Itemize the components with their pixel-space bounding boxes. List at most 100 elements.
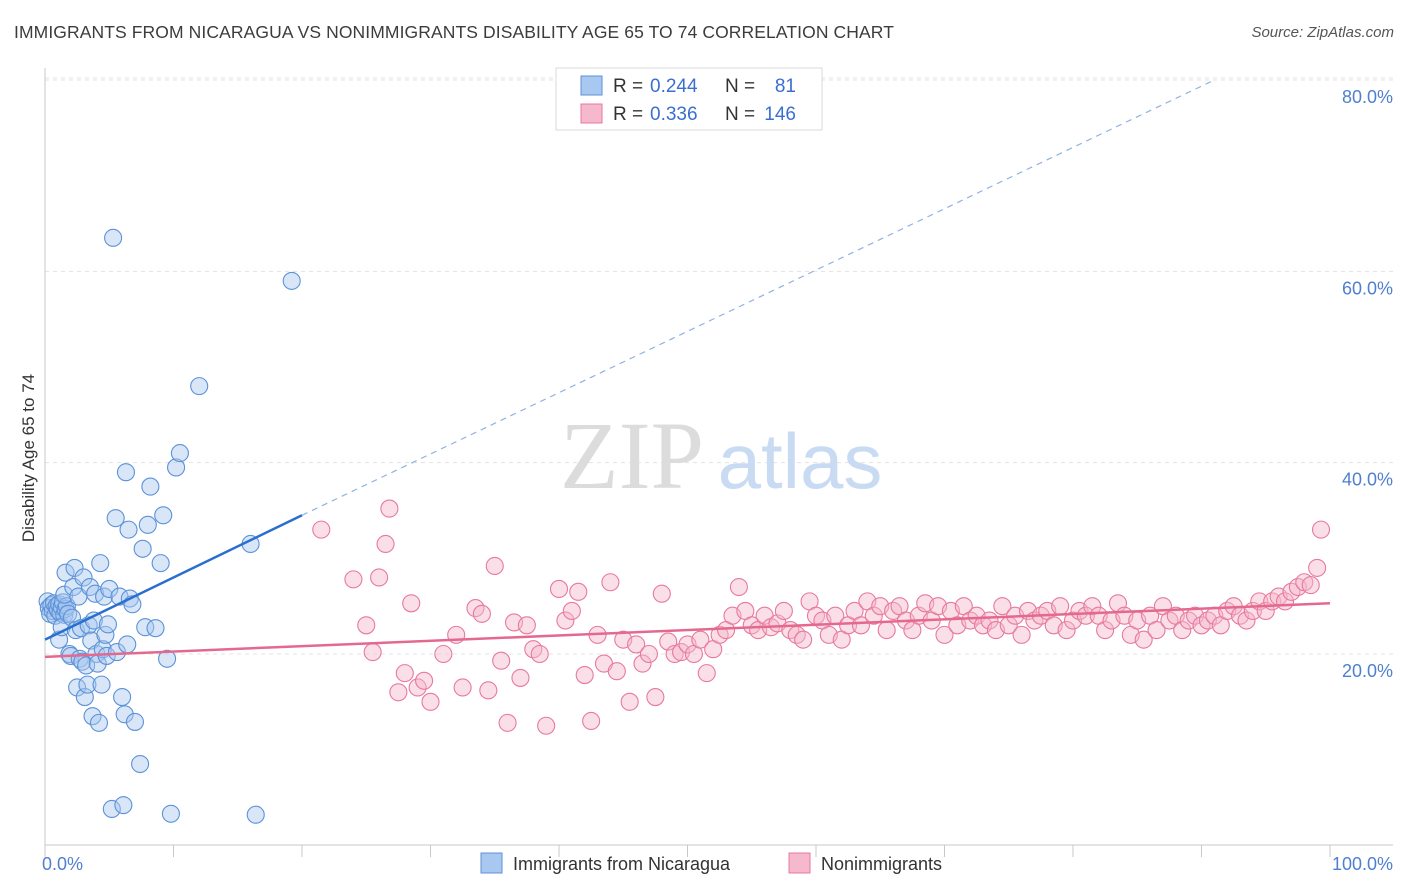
gridlines <box>45 77 1393 655</box>
nonimmigrant-point <box>1311 520 1331 539</box>
nonimmigrant-point <box>582 711 601 731</box>
nicaragua-point <box>125 712 144 731</box>
nicaragua-point <box>98 615 118 634</box>
nonimmigrant-point <box>402 594 421 613</box>
nicaragua-point <box>141 477 160 496</box>
nonimmigrant-point <box>479 681 498 700</box>
nicaragua-point <box>246 805 265 824</box>
watermark-zip: ZIP <box>560 402 704 509</box>
tick-labels: 20.0% 40.0% 60.0% 80.0% 0.0% 100.0% <box>42 87 1393 874</box>
nicaragua-point <box>118 635 137 654</box>
nonimmigrant-point <box>511 668 530 687</box>
nonimmigrant-point <box>1237 611 1256 630</box>
nonimmigrant-point <box>601 573 620 592</box>
nicaragua-point <box>89 713 109 732</box>
nonimmigrant-point <box>344 570 363 589</box>
nonimmigrant-point <box>627 635 646 654</box>
watermark: ZIP atlas <box>560 402 882 509</box>
nonimmigrant-point <box>498 713 517 732</box>
nonimmigrant-point <box>421 692 440 711</box>
nicaragua-point <box>91 554 110 573</box>
nonimmigrant-point <box>864 606 883 625</box>
nonimmigrant-point <box>1083 597 1102 616</box>
nonimmigrant-point <box>492 651 511 670</box>
nicaragua-point <box>113 687 132 707</box>
nonimmigrant-point <box>935 625 954 644</box>
nonimmigrants-points <box>312 499 1331 735</box>
nicaragua-point <box>154 506 173 525</box>
nicaragua-point <box>56 563 75 582</box>
nicaragua-point <box>119 520 138 539</box>
bottom-legend-label-blue: Immigrants from Nicaragua <box>513 854 731 874</box>
nonimmigrant-point <box>729 577 748 597</box>
nonimmigrant-point <box>1308 558 1327 577</box>
legend-r-value-pink: 0.336 <box>650 104 698 125</box>
nicaragua-point <box>97 646 116 665</box>
nonimmigrant-point <box>877 621 896 640</box>
nicaragua-point <box>131 754 150 774</box>
nicaragua-point <box>100 579 119 598</box>
nicaragua-point <box>161 804 180 823</box>
legend-r-label-blue: R = <box>613 76 643 97</box>
nicaragua-point <box>107 643 127 662</box>
nicaragua-point <box>115 705 134 724</box>
nonimmigrant-point <box>562 601 581 621</box>
nonimmigrant-point <box>569 582 588 601</box>
nicaragua-point <box>170 444 189 463</box>
watermark-atlas: atlas <box>718 417 883 505</box>
nonimmigrant-point <box>549 579 569 598</box>
nonimmigrant-point <box>1147 621 1166 640</box>
x-tick-label: 100.0% <box>1332 854 1393 874</box>
nicaragua-point <box>102 799 121 819</box>
bottom-legend-swatch-pink <box>788 852 811 874</box>
nicaragua-point <box>74 568 93 587</box>
nicaragua-point <box>146 619 165 638</box>
y-tick-label: 80.0% <box>1342 87 1393 107</box>
nicaragua-point <box>114 796 133 815</box>
nonimmigrant-point <box>434 644 453 664</box>
nicaragua-point <box>167 458 186 477</box>
top-legend: R = 0.244 N = 81 R = 0.336 N = 146 <box>555 67 823 131</box>
nonimmigrant-point <box>1096 621 1115 640</box>
nicaragua-point <box>138 515 157 534</box>
y-tick-label: 20.0% <box>1342 661 1393 681</box>
nonimmigrant-point <box>1076 606 1095 625</box>
y-axis-label: Disability Age 65 to 74 <box>19 374 38 542</box>
legend-swatch-blue <box>580 75 603 96</box>
legend-swatch-pink <box>580 103 603 124</box>
nonimmigrant-point <box>556 611 575 630</box>
nicaragua-point <box>151 554 170 573</box>
nonimmigrant-point <box>357 616 376 635</box>
nonimmigrant-point <box>1301 576 1320 595</box>
nonimmigrant-point <box>639 644 659 664</box>
nicaragua-point <box>77 656 96 675</box>
nicaragua-points <box>38 228 301 824</box>
nicaragua-point <box>133 539 152 558</box>
nonimmigrant-point <box>472 604 491 623</box>
nonimmigrant-point <box>652 584 671 603</box>
legend-r-label-pink: R = <box>613 104 643 125</box>
nicaragua-point <box>282 271 301 290</box>
nonimmigrant-point <box>415 671 434 690</box>
nonimmigrant-point <box>537 716 556 735</box>
nicaragua-point <box>83 707 102 726</box>
nonimmigrant-point <box>1134 630 1153 649</box>
nonimmigrant-trend-line <box>44 602 1331 659</box>
legend-n-label-blue: N = <box>725 76 755 97</box>
nicaragua-point <box>158 649 177 668</box>
chart-title: IMMIGRANTS FROM NICARAGUA VS NONIMMIGRAN… <box>14 22 894 42</box>
x-tick-label: 0.0% <box>42 854 83 874</box>
nicaragua-point <box>190 377 209 396</box>
nonimmigrant-point <box>794 630 813 649</box>
nonimmigrant-point <box>691 630 710 649</box>
nonimmigrant-point <box>1173 621 1192 640</box>
bottom-legend: Immigrants from Nicaragua Nonimmigrants <box>480 852 942 874</box>
nonimmigrant-point <box>1012 625 1031 644</box>
nonimmigrant-point <box>575 665 594 685</box>
nonimmigrant-point <box>993 597 1012 616</box>
nonimmigrant-point <box>620 692 639 711</box>
nonimmigrant-point <box>363 643 382 662</box>
nonimmigrant-point <box>517 616 536 635</box>
nonimmigrant-point <box>408 678 427 697</box>
